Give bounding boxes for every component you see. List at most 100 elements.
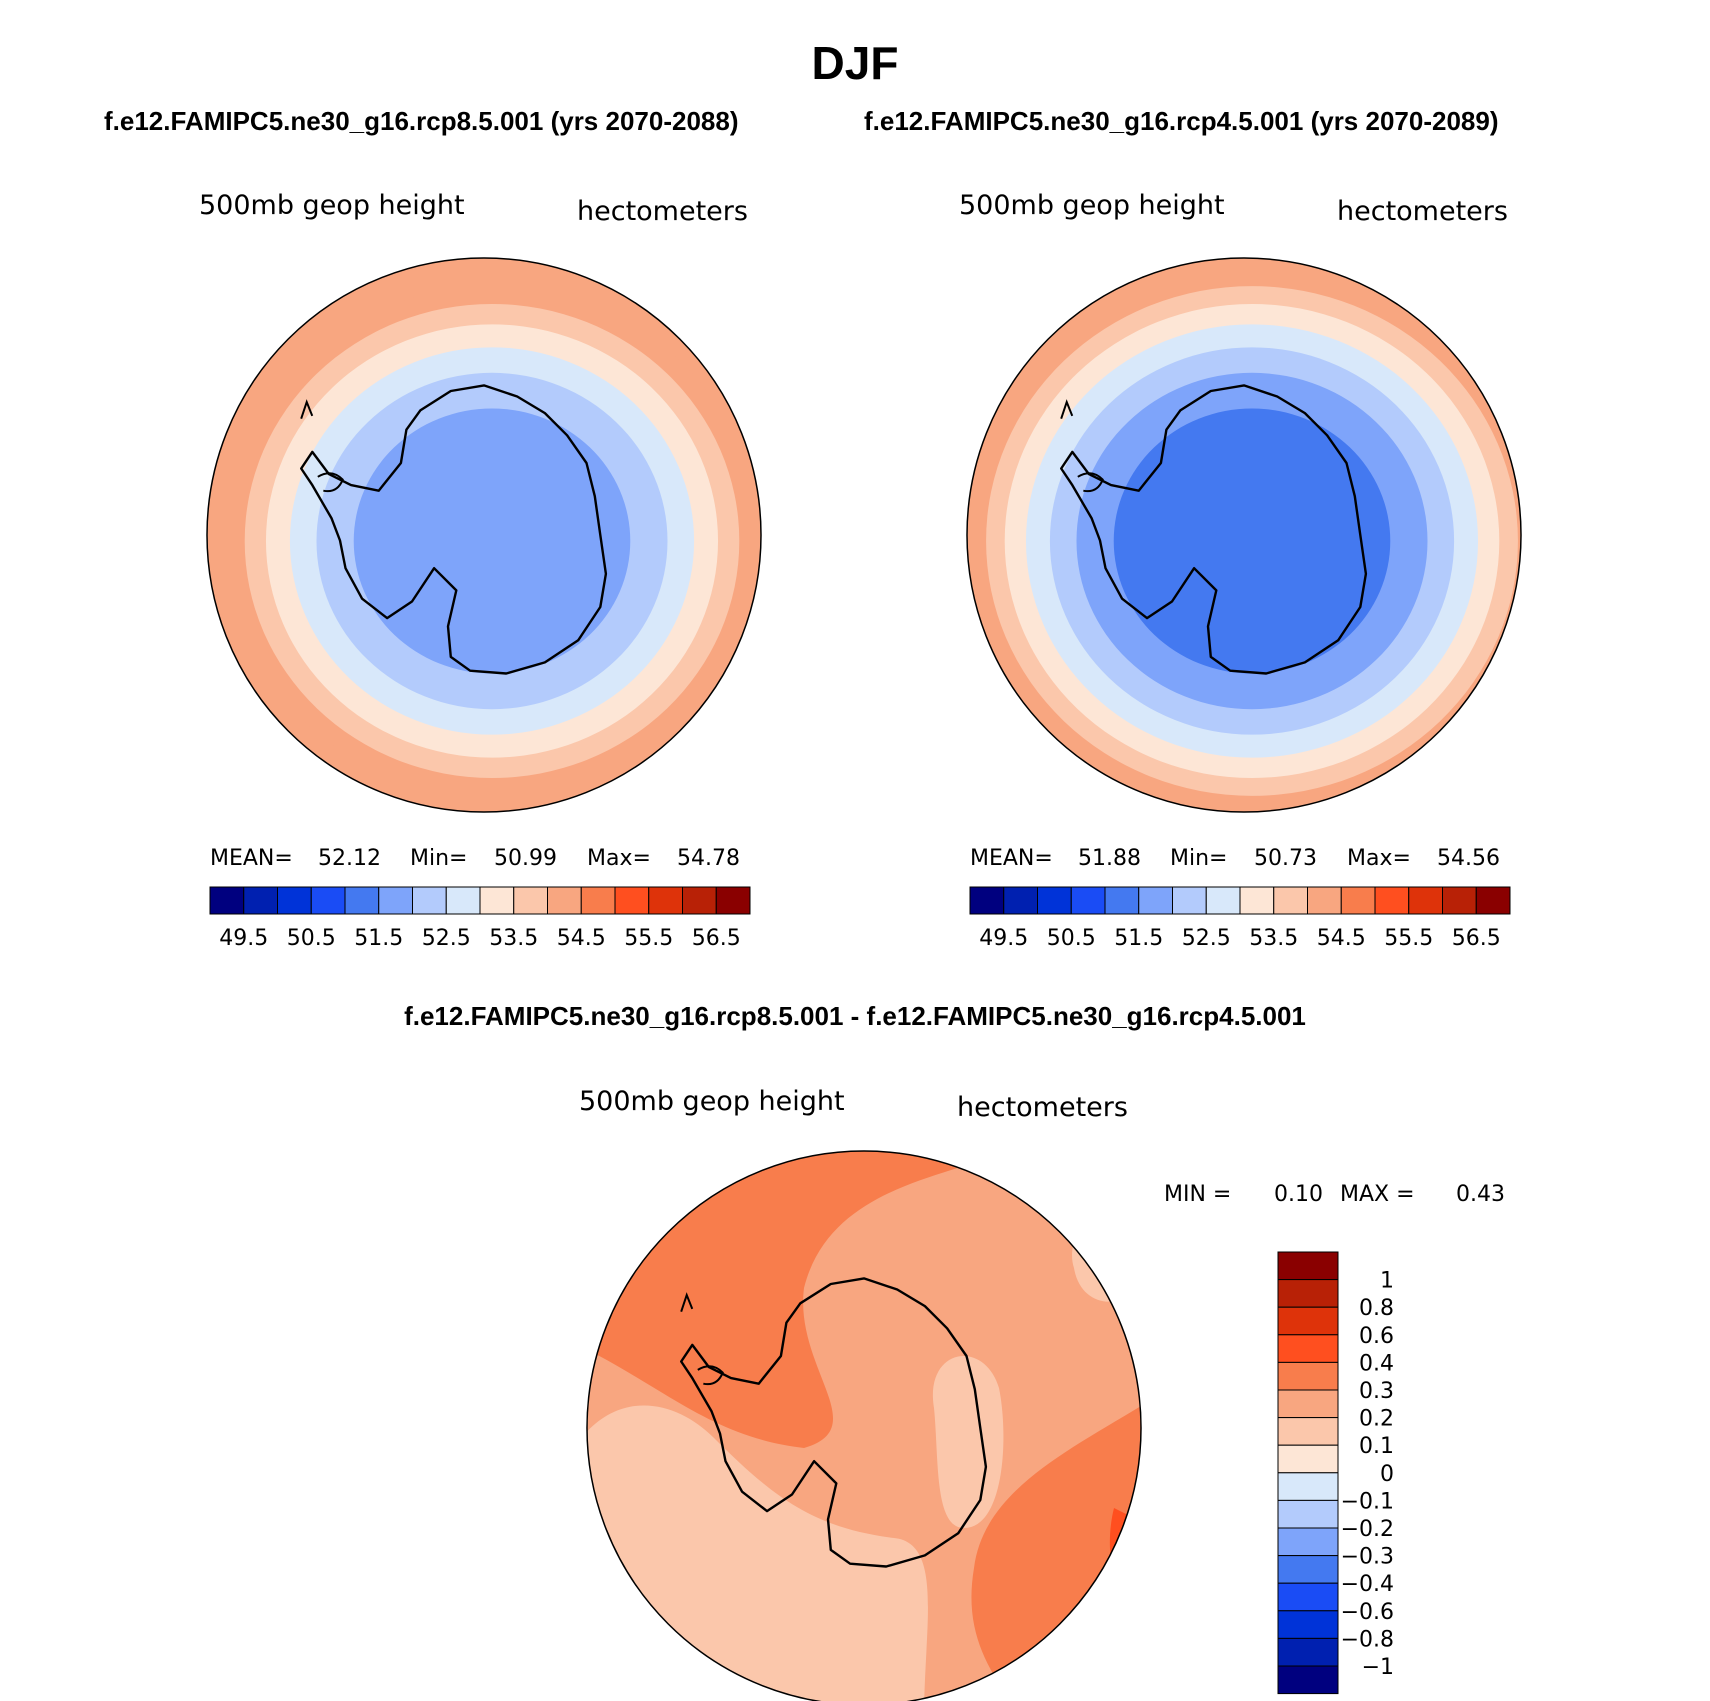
panel1-variable-label: 500mb geop height bbox=[199, 190, 465, 221]
panel2-case-title: f.e12.FAMIPC5.ne30_g16.rcp4.5.001 (yrs 2… bbox=[864, 106, 1499, 136]
panel2-map bbox=[966, 257, 1522, 813]
panel2-mean-label: MEAN= bbox=[970, 846, 1053, 871]
panel1-colorbar-tick-label: 52.5 bbox=[422, 926, 471, 951]
diff-colorbar-label: 0.4 bbox=[1359, 1351, 1394, 1376]
diff-variable-label: 500mb geop height bbox=[579, 1086, 845, 1117]
panel1-colorbar-box bbox=[715, 886, 751, 915]
diff-colorbar-label: −0.8 bbox=[1341, 1627, 1394, 1652]
diff-colorbar-label: −0.6 bbox=[1341, 1600, 1394, 1625]
panel1-island bbox=[300, 399, 314, 419]
diff-colorbar-box bbox=[1277, 1555, 1339, 1584]
panel1-colorbar-tick-label: 51.5 bbox=[354, 926, 403, 951]
panel1-map-border bbox=[206, 257, 762, 813]
panel2-colorbar-box bbox=[1442, 886, 1477, 915]
panel1-map bbox=[206, 257, 762, 813]
diff-colorbar-box bbox=[1277, 1361, 1339, 1391]
panel1-contour-band bbox=[353, 408, 631, 674]
panel1-max-value: 54.78 bbox=[677, 846, 740, 871]
panel1-colorbar-box bbox=[412, 886, 447, 915]
panel2-peninsula-islands bbox=[1077, 472, 1104, 493]
panel2-colorbar-tick-label: 54.5 bbox=[1317, 926, 1366, 951]
diff-colorbar-box bbox=[1277, 1610, 1339, 1639]
diff-max-value: 0.43 bbox=[1456, 1182, 1505, 1207]
panel1-case-title: f.e12.FAMIPC5.ne30_g16.rcp8.5.001 (yrs 2… bbox=[104, 106, 739, 136]
panel1-colorbar-box bbox=[547, 886, 582, 915]
diff-min-label: MIN = bbox=[1164, 1182, 1232, 1207]
panel2-colorbar-box bbox=[1273, 886, 1308, 915]
panel2-colorbar-tick-label: 50.5 bbox=[1047, 926, 1096, 951]
panel1-peninsula-islands bbox=[317, 472, 344, 493]
diff-colorbar-label: 0.2 bbox=[1359, 1407, 1394, 1432]
diff-colorbar-label: 1 bbox=[1380, 1269, 1394, 1294]
panel1-colorbar-box bbox=[344, 886, 380, 915]
diff-field-0.4-0.6 bbox=[1109, 1508, 1141, 1608]
panel1-max-label: Max= bbox=[587, 846, 651, 871]
diff-colorbar-label: 0.3 bbox=[1359, 1379, 1394, 1404]
diff-colorbar-box bbox=[1277, 1499, 1339, 1529]
panel2-colorbar-box bbox=[1104, 886, 1140, 915]
panel2-colorbar-tick-label: 52.5 bbox=[1182, 926, 1231, 951]
diff-field-0.3-0.4-north bbox=[587, 1151, 1014, 1448]
panel1-colorbar-tick-label: 55.5 bbox=[624, 926, 673, 951]
panel2-mean-value: 51.88 bbox=[1078, 846, 1141, 871]
panel2-colorbar-box bbox=[1003, 886, 1038, 915]
panel1-colorbar-tick-label: 50.5 bbox=[287, 926, 336, 951]
diff-colorbar-box bbox=[1277, 1582, 1339, 1612]
panel1-colorbar-box bbox=[513, 886, 548, 915]
diff-colorbar-box bbox=[1277, 1665, 1339, 1695]
panel1-colorbar-box bbox=[378, 886, 413, 915]
diff-max-label: MAX = bbox=[1340, 1182, 1415, 1207]
diff-colorbar-box bbox=[1277, 1306, 1339, 1336]
diff-peninsula-islands bbox=[697, 1365, 724, 1386]
panel2-colorbar-tick-label: 49.5 bbox=[979, 926, 1028, 951]
panel1-mean-value: 52.12 bbox=[318, 846, 381, 871]
diff-colorbar-label: 0 bbox=[1380, 1462, 1394, 1487]
diff-min-value: 0.10 bbox=[1274, 1182, 1323, 1207]
panel1-coastline bbox=[300, 384, 608, 675]
panel2-colorbar-box bbox=[1239, 886, 1275, 915]
panel2-colorbar-tick-label: 55.5 bbox=[1384, 926, 1433, 951]
panel1-colorbar-box bbox=[243, 886, 278, 915]
panel1-colorbar-box bbox=[209, 886, 245, 915]
panel2-max-label: Max= bbox=[1347, 846, 1411, 871]
panel2-colorbar-box bbox=[1340, 886, 1376, 915]
panel1-colorbar-box bbox=[277, 886, 312, 915]
diff-colorbar-label: 0.6 bbox=[1359, 1324, 1394, 1349]
diff-colorbar-label: −0.2 bbox=[1341, 1517, 1394, 1542]
panel2-colorbar-box bbox=[1475, 886, 1511, 915]
panel2-colorbar-box bbox=[1408, 886, 1443, 915]
panel1-colorbar-tick-label: 53.5 bbox=[489, 926, 538, 951]
diff-colorbar-box bbox=[1277, 1527, 1339, 1557]
diff-colorbar-label: −0.4 bbox=[1341, 1572, 1394, 1597]
panel1-colorbar-box bbox=[479, 886, 515, 915]
panel2-map-border bbox=[966, 257, 1522, 813]
panel1-min-label: Min= bbox=[410, 846, 468, 871]
panel1-colorbar-tick-label: 54.5 bbox=[557, 926, 606, 951]
diff-colorbar-label: −0.1 bbox=[1341, 1489, 1394, 1514]
panel2-colorbar-box bbox=[1172, 886, 1207, 915]
panel2-colorbar-box bbox=[1138, 886, 1173, 915]
panel2-colorbar-box bbox=[1070, 886, 1106, 915]
diff-field-0.1-0.2-center bbox=[932, 1355, 1004, 1528]
panel2-colorbar-box bbox=[969, 886, 1005, 915]
panel2-colorbar-box bbox=[1374, 886, 1410, 915]
panel2-island bbox=[1060, 399, 1074, 419]
panel2-max-value: 54.56 bbox=[1437, 846, 1500, 871]
diff-colorbar-label: 0.1 bbox=[1359, 1434, 1394, 1459]
panel1-min-value: 50.99 bbox=[494, 846, 557, 871]
diff-colorbar-label: −0.3 bbox=[1341, 1545, 1394, 1570]
panel1-colorbar-box bbox=[682, 886, 717, 915]
panel2-contour-band bbox=[1113, 408, 1391, 674]
panel1-colorbar-tick-label: 56.5 bbox=[692, 926, 741, 951]
panel1-colorbar-box bbox=[648, 886, 683, 915]
diff-map-border bbox=[586, 1150, 1142, 1701]
diff-colorbar-box bbox=[1277, 1417, 1339, 1446]
panel2-colorbar-box bbox=[1307, 886, 1342, 915]
panel2-colorbar-tick-label: 56.5 bbox=[1452, 926, 1501, 951]
diff-colorbar-label: −1 bbox=[1362, 1655, 1394, 1680]
diff-colorbar-box bbox=[1277, 1472, 1339, 1501]
diff-colorbar-box bbox=[1277, 1389, 1339, 1419]
panel2-coastline bbox=[1060, 384, 1368, 675]
diff-colorbar-box bbox=[1277, 1251, 1339, 1281]
